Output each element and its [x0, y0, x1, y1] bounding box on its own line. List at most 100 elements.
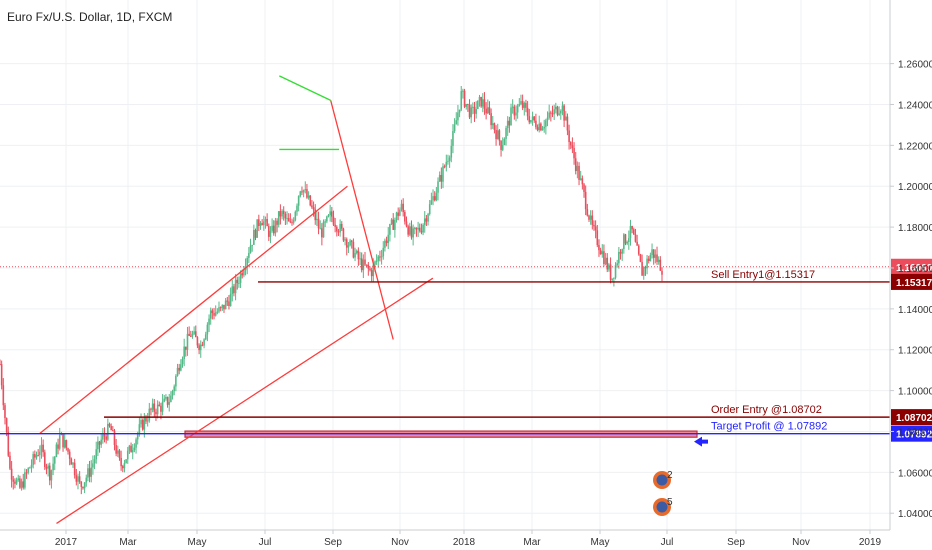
- candle-body: [90, 467, 93, 477]
- candle-body: [213, 313, 215, 316]
- candle-body: [430, 200, 433, 205]
- candle-body: [460, 91, 463, 110]
- candle-body: [500, 140, 502, 150]
- candle-body: [614, 265, 617, 278]
- candle-body: [515, 112, 517, 116]
- candle-body: [405, 221, 408, 227]
- y-tick-label: 1.06000: [898, 468, 932, 479]
- candle-body: [105, 436, 107, 440]
- candle-body: [350, 240, 353, 242]
- candle-body: [95, 449, 98, 460]
- candle-body: [115, 445, 117, 454]
- x-tick-label: Nov: [792, 537, 810, 548]
- candle-body: [355, 250, 358, 253]
- candle-body: [254, 229, 257, 238]
- candle-body: [448, 157, 451, 161]
- candle-body: [284, 213, 287, 219]
- candle-body: [613, 277, 615, 279]
- candle-body: [78, 476, 81, 482]
- candle-body: [586, 209, 589, 216]
- candle-body: [642, 267, 645, 276]
- candle-body: [175, 375, 177, 387]
- candle-body: [258, 219, 260, 226]
- candle-body: [146, 420, 149, 422]
- x-tick-label: 2018: [453, 537, 476, 548]
- candle-body: [317, 218, 320, 229]
- price-tag: [891, 273, 932, 290]
- x-tick-label: Jul: [661, 537, 674, 548]
- event-badge-icon[interactable]: 2: [653, 470, 673, 489]
- candle-body: [77, 476, 79, 482]
- candle-body: [475, 108, 477, 114]
- event-badge-icon[interactable]: 5: [653, 497, 673, 516]
- candle-body: [447, 160, 449, 162]
- candle-body: [384, 240, 386, 248]
- candle-body: [440, 174, 443, 182]
- candle-body: [20, 481, 23, 488]
- candle-body: [155, 411, 157, 415]
- candle-body: [443, 166, 446, 168]
- candle-body: [233, 286, 235, 294]
- candle-body: [412, 228, 414, 238]
- candle-body: [616, 263, 619, 266]
- candle-body: [442, 166, 444, 182]
- candle-body: [485, 108, 487, 114]
- candle-body: [24, 472, 26, 488]
- candle-body: [558, 113, 560, 115]
- candle-body: [496, 130, 499, 140]
- candle-body: [140, 420, 142, 425]
- candle-body: [118, 450, 121, 458]
- price-tag-label: 1.16060: [896, 263, 932, 274]
- y-tick-label: 1.22000: [898, 141, 932, 152]
- candle-body: [495, 129, 497, 140]
- candle-body: [556, 106, 559, 115]
- badge-count: 2: [667, 470, 673, 481]
- candle-body: [73, 462, 76, 476]
- candle-body: [272, 225, 275, 234]
- candle-body: [180, 364, 182, 371]
- candle-body: [198, 345, 200, 351]
- flag-disc: [656, 501, 668, 513]
- y-tick-label: 1.16000: [898, 264, 932, 275]
- candle-body: [45, 467, 48, 469]
- candle-body: [314, 209, 317, 221]
- candle-body: [219, 307, 222, 309]
- candle-body: [545, 120, 547, 127]
- candle-body: [543, 126, 546, 129]
- candle-body: [241, 273, 244, 276]
- candle-body: [357, 250, 360, 260]
- candle-body: [150, 408, 152, 410]
- event-badges[interactable]: 25: [653, 470, 673, 516]
- target-arrow-icon: [694, 436, 708, 447]
- candle-body: [145, 417, 147, 422]
- candle-body: [2, 385, 5, 406]
- candle-body: [574, 158, 577, 172]
- candle-body: [5, 418, 8, 433]
- price-tag: [891, 425, 932, 442]
- candle-body: [644, 267, 647, 269]
- candle-body: [199, 344, 202, 351]
- candle-body: [518, 104, 521, 106]
- candle-body: [531, 116, 534, 120]
- candle-body: [143, 417, 146, 430]
- candle-body: [55, 444, 58, 458]
- candle-body: [163, 398, 166, 402]
- candle-body: [301, 191, 303, 193]
- candle-body: [138, 424, 141, 434]
- candle-body: [302, 190, 305, 193]
- candle-body: [238, 282, 240, 284]
- candle-body: [498, 130, 501, 141]
- candle-body: [10, 468, 13, 480]
- candle-body: [181, 358, 184, 365]
- candle-body: [30, 464, 33, 468]
- candle-body: [603, 251, 605, 265]
- candle-body: [319, 228, 322, 230]
- candle-body: [266, 219, 268, 227]
- candle-body: [458, 109, 461, 113]
- candle-body: [505, 128, 507, 139]
- candle-body: [550, 112, 552, 114]
- candle-body: [632, 229, 635, 235]
- candle-body: [141, 420, 144, 430]
- candle-body: [651, 249, 653, 256]
